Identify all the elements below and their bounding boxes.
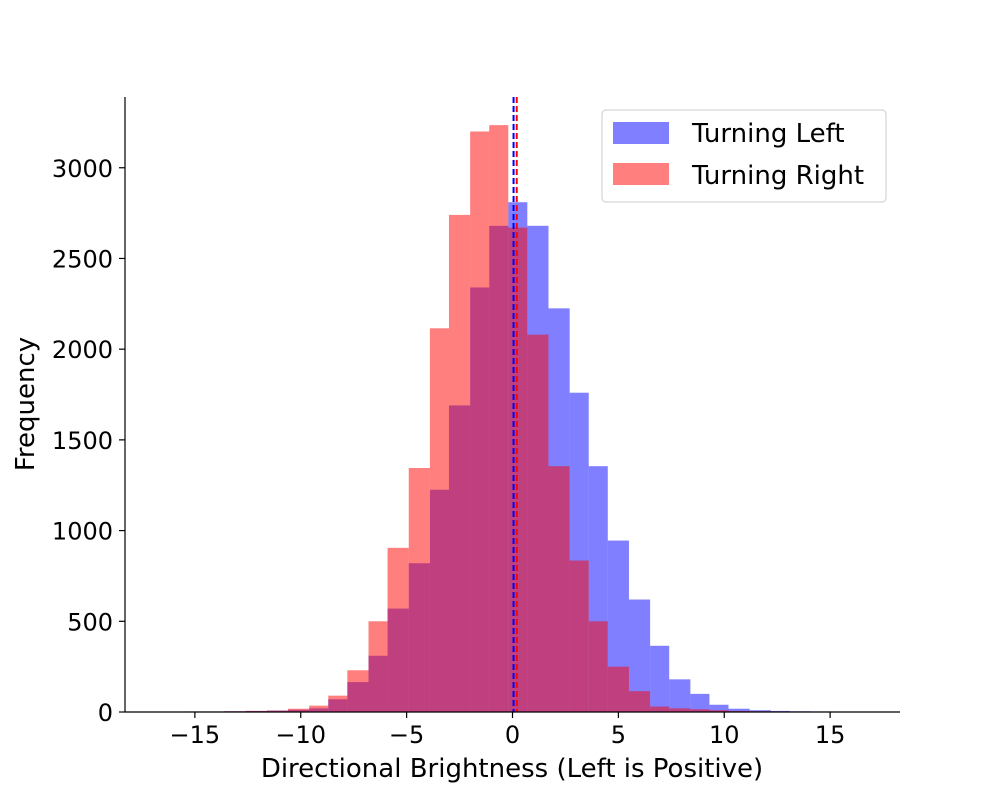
legend-swatch-left (613, 122, 669, 144)
histogram-bar (569, 560, 589, 712)
histogram-bar (508, 227, 528, 712)
histogram-bar (728, 708, 750, 712)
histogram-bar (548, 466, 570, 712)
histogram-bar (387, 547, 409, 712)
y-tick-label: 1500 (52, 427, 113, 455)
legend: Turning Left Turning Right (601, 109, 887, 203)
x-tick-label: 0 (505, 721, 520, 749)
histogram-bar (588, 621, 608, 712)
y-axis-label: Frequency (11, 337, 41, 471)
y-tick-label: 2500 (52, 245, 113, 273)
histogram-bar (650, 706, 670, 712)
histogram-bar (328, 695, 348, 712)
x-tick-label: 10 (709, 721, 740, 749)
histogram-bar (527, 334, 549, 712)
histogram-bar (709, 710, 729, 712)
histogram-bar (429, 328, 449, 712)
mean-lines-layer (512, 97, 518, 712)
histogram-bar (288, 708, 310, 712)
histogram-bar (650, 645, 670, 712)
legend-frame (601, 109, 887, 203)
histogram-bar (669, 679, 691, 712)
histogram-bar (266, 710, 289, 712)
legend-swatch-right (613, 163, 669, 185)
histogram-bar (607, 666, 629, 712)
histogram-bar (448, 214, 471, 713)
series-turning-right (161, 125, 854, 713)
x-tick-label: 15 (815, 721, 846, 749)
histogram-bar (628, 599, 651, 712)
histogram-bar (347, 670, 369, 712)
ticks-layer: −15 −10 −5 0 5 10 15 0 500 1000 1500 2000 2500 3000 (52, 155, 845, 749)
y-tick-label: 3000 (52, 155, 113, 183)
y-tick-label: 0 (98, 699, 113, 727)
legend-label-right: Turning Right (691, 161, 864, 191)
x-tick-label: 5 (611, 721, 626, 749)
y-tick-label: 1000 (52, 518, 113, 546)
x-tick-label: −10 (275, 721, 326, 749)
histogram-bar (749, 710, 771, 712)
histogram-bar (309, 705, 329, 712)
histogram-bar (690, 693, 710, 712)
histogram-bar (709, 704, 729, 712)
histogram-bar (408, 468, 430, 712)
histogram-bar (489, 125, 509, 713)
x-axis-label: Directional Brightness (Left is Positive… (261, 754, 763, 784)
legend-label-left: Turning Left (691, 119, 845, 149)
histogram-bar (628, 691, 651, 712)
bars-layer (161, 125, 854, 713)
histogram-bar (690, 709, 710, 712)
x-tick-label: −15 (170, 721, 221, 749)
histogram-bar (368, 621, 388, 712)
histogram-bar (669, 708, 691, 712)
y-tick-label: 2000 (52, 336, 113, 364)
histogram-bar (470, 131, 490, 713)
y-tick-label: 500 (67, 608, 113, 636)
x-tick-label: −5 (389, 721, 424, 749)
